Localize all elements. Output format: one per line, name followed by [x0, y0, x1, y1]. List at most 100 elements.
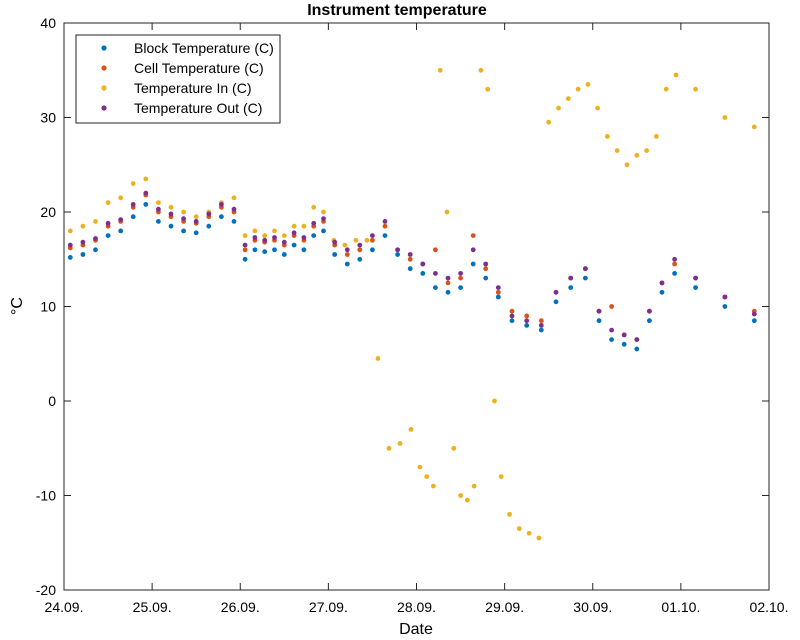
data-point	[556, 105, 561, 111]
data-point	[67, 228, 73, 234]
data-point	[397, 441, 403, 446]
data-point	[495, 285, 501, 290]
data-point	[634, 337, 640, 342]
data-point	[451, 445, 457, 451]
data-point	[301, 235, 307, 240]
x-tick-label: 26.09.	[221, 599, 260, 615]
data-point	[722, 294, 728, 300]
data-point	[524, 323, 530, 328]
data-point	[445, 280, 451, 286]
y-tick-label: 20	[40, 204, 56, 220]
data-point	[595, 105, 600, 111]
data-point	[382, 233, 388, 239]
y-tick-label: -10	[36, 488, 56, 504]
data-point	[181, 228, 187, 234]
data-point	[168, 211, 174, 217]
series-3	[67, 67, 757, 541]
data-point	[370, 247, 375, 253]
data-point	[93, 236, 98, 241]
data-point	[332, 239, 338, 245]
data-point	[353, 237, 359, 243]
data-point	[433, 247, 438, 253]
data-point	[311, 233, 317, 239]
y-tick-label: 0	[48, 393, 56, 409]
data-point	[538, 323, 544, 328]
x-tick-label: 30.09.	[573, 599, 612, 615]
x-tick-label: 28.09.	[397, 599, 436, 615]
data-point	[509, 318, 515, 324]
data-point	[105, 220, 111, 226]
data-point	[193, 214, 199, 220]
data-point	[281, 252, 287, 257]
data-point	[130, 202, 136, 207]
data-point	[370, 233, 375, 239]
data-point	[553, 299, 559, 305]
data-point	[536, 535, 542, 541]
data-point	[262, 237, 268, 243]
data-point	[181, 209, 187, 215]
x-axis-label: Date	[399, 621, 433, 638]
data-point	[492, 398, 497, 404]
data-point	[526, 530, 532, 536]
data-point	[357, 247, 363, 253]
data-point	[647, 308, 652, 314]
data-point	[609, 327, 614, 333]
data-point	[624, 162, 630, 168]
data-point	[445, 275, 451, 281]
data-point	[252, 228, 258, 234]
data-point	[408, 427, 414, 432]
data-point	[407, 256, 413, 262]
data-point	[332, 252, 338, 257]
data-point	[673, 72, 679, 78]
data-point	[444, 209, 450, 215]
data-point	[272, 247, 277, 253]
y-tick-label: -20	[36, 582, 56, 598]
data-point	[193, 230, 199, 236]
x-tick-label: 27.09.	[309, 599, 348, 615]
data-point	[433, 285, 438, 290]
data-point	[291, 223, 297, 229]
data-point	[370, 237, 375, 243]
data-point	[67, 242, 73, 248]
data-point	[483, 275, 489, 281]
data-point	[693, 86, 698, 92]
data-point	[478, 67, 484, 73]
data-point	[143, 202, 149, 207]
data-point	[130, 181, 136, 187]
data-point	[130, 214, 136, 220]
y-tick-label: 40	[40, 15, 56, 31]
data-point	[546, 119, 552, 125]
legend: Block Temperature (C) Cell Temperature (C…	[75, 34, 281, 124]
data-point	[751, 318, 757, 324]
data-point	[168, 204, 174, 210]
data-point	[291, 242, 297, 248]
legend-marker	[101, 65, 107, 71]
data-point	[156, 219, 161, 224]
data-point	[751, 124, 757, 130]
legend-marker	[101, 45, 107, 51]
axes: 24.09. 25.09. 26.09. 27.09. 28.09. 29.09. 30.0…	[36, 15, 789, 615]
data-point	[67, 255, 73, 260]
data-point	[458, 275, 463, 281]
data-point	[252, 235, 258, 240]
data-point	[231, 219, 237, 224]
data-point	[301, 247, 307, 253]
data-point	[659, 289, 665, 295]
data-point	[614, 148, 620, 154]
y-tick-label: 10	[40, 299, 56, 315]
data-point	[344, 252, 350, 257]
series-1	[67, 202, 757, 352]
y-tick-label: 30	[40, 110, 56, 126]
data-point	[470, 233, 476, 239]
data-point	[672, 256, 677, 262]
data-point	[672, 261, 677, 267]
data-point	[80, 252, 86, 257]
chart-title: Instrument temperature	[307, 2, 487, 19]
data-point	[93, 219, 98, 224]
data-point	[445, 289, 451, 295]
data-point	[321, 228, 326, 234]
data-point	[538, 318, 544, 324]
data-point	[344, 261, 350, 267]
data-point	[575, 86, 581, 92]
data-point	[382, 223, 388, 229]
